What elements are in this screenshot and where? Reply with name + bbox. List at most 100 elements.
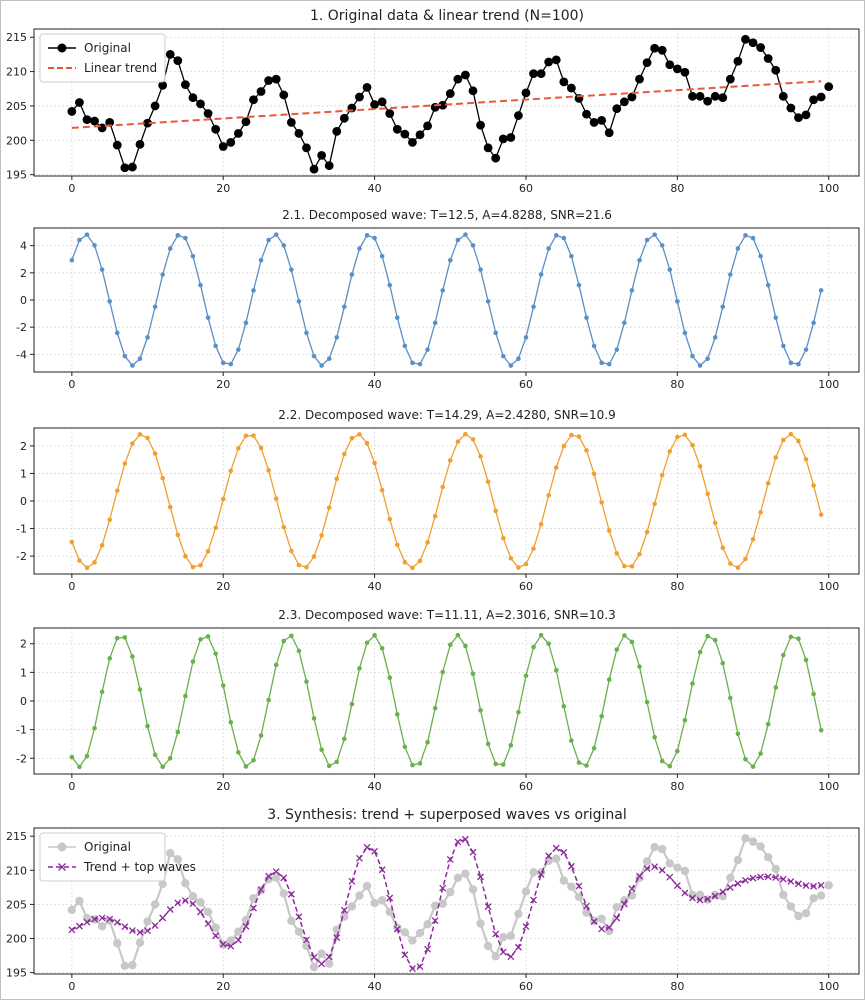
data-point-wave <box>326 356 332 362</box>
data-point-wave <box>289 548 294 554</box>
data-point-wave <box>682 432 688 438</box>
data-point-original <box>158 80 168 90</box>
data-point-wave <box>220 360 226 366</box>
data-point-wave <box>561 703 567 709</box>
data-point-synthesis <box>734 880 742 887</box>
data-point-synthesis <box>340 906 348 914</box>
data-point-wave <box>99 267 105 272</box>
data-point-wave <box>440 288 446 293</box>
data-point-wave <box>228 719 234 725</box>
panel-title: 2.3. Decomposed wave: T=11.11, A=2.3016,… <box>278 608 615 622</box>
series-wave-line <box>71 634 822 768</box>
data-point-wave <box>606 677 612 682</box>
data-point-original <box>763 853 773 862</box>
data-point-original <box>362 82 372 92</box>
data-point-synthesis <box>499 948 507 956</box>
data-point-wave <box>77 558 82 563</box>
data-point-synthesis <box>530 896 538 904</box>
data-point-wave <box>773 685 779 690</box>
data-point-wave <box>622 563 627 569</box>
data-point-wave <box>296 299 302 304</box>
data-point-wave <box>311 554 317 559</box>
data-point-wave <box>114 635 120 641</box>
data-point-synthesis <box>386 894 394 902</box>
data-point-wave <box>750 764 756 769</box>
data-point-original <box>75 98 84 107</box>
data-point-wave <box>591 745 597 751</box>
panel-title: 2.1. Decomposed wave: T=12.5, A=4.8288, … <box>282 208 612 222</box>
data-point-wave <box>675 299 680 304</box>
data-point-synthesis <box>378 866 386 874</box>
data-point-wave <box>92 243 97 248</box>
data-point-original <box>672 64 682 74</box>
data-point-synthesis <box>121 923 129 931</box>
data-point-wave <box>485 479 491 485</box>
data-point-wave <box>114 488 120 493</box>
data-point-synthesis <box>681 889 689 897</box>
data-point-synthesis <box>265 872 273 880</box>
data-point-synthesis <box>91 915 99 923</box>
data-point-original <box>355 891 364 900</box>
data-point-synthesis <box>310 953 318 961</box>
data-point-original <box>324 161 334 171</box>
data-point-synthesis <box>439 884 447 892</box>
data-point-wave <box>500 353 506 359</box>
data-point-original <box>778 91 788 101</box>
x-tick-label: 40 <box>368 378 382 391</box>
data-point-original <box>203 907 213 917</box>
data-point-original <box>105 916 114 925</box>
data-point-original <box>718 93 728 103</box>
data-point-wave <box>614 347 620 352</box>
data-point-wave <box>334 759 340 765</box>
data-point-original <box>165 50 175 59</box>
data-point-wave <box>546 641 551 647</box>
data-point-original <box>763 54 773 63</box>
data-point-wave <box>296 648 302 654</box>
data-point-wave <box>644 699 650 705</box>
data-point-synthesis <box>545 852 553 860</box>
data-point-wave <box>659 472 665 478</box>
y-tick-label: 2 <box>20 638 27 651</box>
x-tick-label: 100 <box>818 980 839 993</box>
data-point-wave <box>796 636 801 642</box>
data-point-wave <box>697 649 703 655</box>
x-tick-label: 20 <box>216 780 230 793</box>
data-point-wave <box>667 763 673 769</box>
data-point-wave <box>175 729 181 735</box>
data-point-synthesis <box>197 908 204 916</box>
data-point-synthesis <box>416 963 424 971</box>
x-tick-label: 60 <box>519 780 533 793</box>
data-point-wave <box>289 633 294 639</box>
legend-label: Linear trend <box>84 61 157 75</box>
data-point-original <box>801 909 811 918</box>
data-point-synthesis <box>507 953 515 961</box>
data-point-original <box>128 960 137 970</box>
data-point-wave <box>334 335 340 340</box>
legend-marker <box>57 43 67 53</box>
data-point-wave <box>500 762 506 767</box>
data-point-wave <box>735 565 741 570</box>
data-point-wave <box>99 543 105 548</box>
x-tick-label: 40 <box>368 780 382 793</box>
data-point-wave <box>326 505 332 510</box>
data-point-original <box>385 907 394 917</box>
data-point-wave <box>667 449 673 454</box>
data-point-wave <box>130 654 135 659</box>
data-point-wave <box>417 558 423 564</box>
data-point-wave <box>659 758 665 764</box>
data-point-synthesis <box>560 848 568 856</box>
data-point-wave <box>417 761 423 766</box>
data-point-original <box>166 849 175 858</box>
data-point-wave <box>447 258 453 263</box>
data-point-wave <box>243 433 249 439</box>
data-point-original <box>173 855 183 864</box>
data-point-wave <box>160 272 165 277</box>
data-point-original <box>665 60 675 70</box>
data-point-wave <box>781 437 786 443</box>
data-point-original <box>377 896 387 905</box>
data-point-original <box>650 43 660 53</box>
data-point-original <box>385 109 395 118</box>
data-point-wave <box>485 299 491 304</box>
data-point-wave <box>402 744 408 750</box>
data-point-original <box>710 890 720 900</box>
